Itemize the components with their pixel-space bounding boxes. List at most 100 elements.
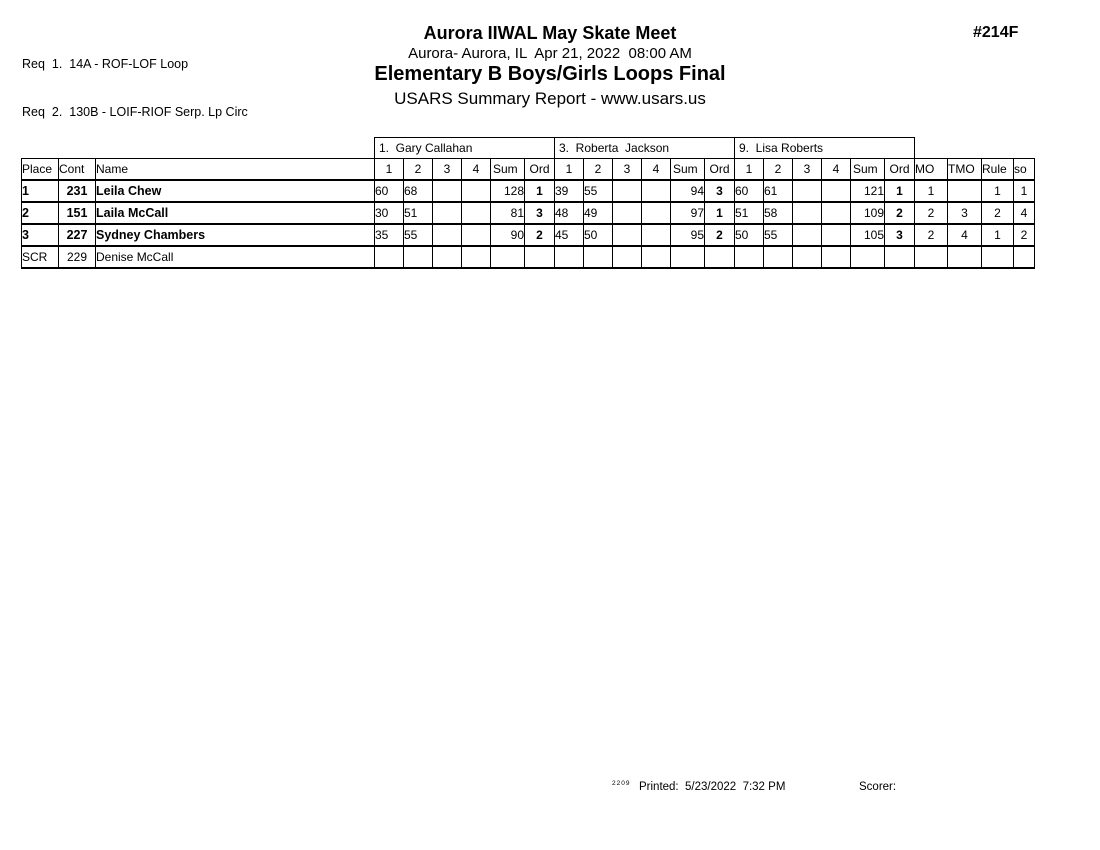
place-cell: SCR <box>21 245 59 269</box>
header-trial: 1 <box>374 158 404 181</box>
rule-cell: 1 <box>981 223 1014 247</box>
ordinal-cell: 2 <box>524 223 555 247</box>
print-version-code: 2209 <box>612 780 631 787</box>
header-trial: 2 <box>763 158 793 181</box>
score-cell: 30 <box>374 201 404 225</box>
score-cell <box>461 245 491 269</box>
contestant-number-cell: 151 <box>58 201 96 225</box>
rule-cell <box>981 245 1014 269</box>
header-trial: 4 <box>641 158 671 181</box>
score-cell: 50 <box>583 223 613 247</box>
mo-cell: 1 <box>914 179 948 203</box>
printed-timestamp: Printed: 5/23/2022 7:32 PM <box>639 781 786 793</box>
score-cell <box>821 201 851 225</box>
tmo-cell: 4 <box>947 223 982 247</box>
sum-cell: 94 <box>670 179 705 203</box>
ordinal-cell: 3 <box>524 201 555 225</box>
score-cell: 45 <box>554 223 584 247</box>
header-name: Name <box>95 158 375 181</box>
skater-name-cell: Denise McCall <box>95 245 375 269</box>
header-trial: 3 <box>612 158 642 181</box>
skater-name-cell: Sydney Chambers <box>95 223 375 247</box>
score-cell <box>821 223 851 247</box>
score-cell <box>612 223 642 247</box>
score-cell <box>432 201 462 225</box>
event-number: #214F <box>973 24 1019 41</box>
header-trial: 2 <box>583 158 613 181</box>
so-cell: 1 <box>1013 179 1035 203</box>
ordinal-cell: 1 <box>884 179 915 203</box>
ordinal-cell: 2 <box>704 223 735 247</box>
score-cell <box>583 245 613 269</box>
score-cell <box>641 245 671 269</box>
score-cell <box>612 179 642 203</box>
req-line-1: Req 1. 14A - ROF-LOF Loop <box>22 57 189 71</box>
meet-title: Aurora IIWAL May Skate Meet <box>423 23 677 43</box>
header-rule: Rule <box>981 158 1014 181</box>
score-cell <box>792 179 822 203</box>
mo-cell: 2 <box>914 201 948 225</box>
req-line-2: Req 2. 130B - LOIF-RIOF Serp. Lp Circ <box>22 105 248 119</box>
header-mo: MO <box>914 158 948 181</box>
header-tmo: TMO <box>947 158 982 181</box>
score-cell: 51 <box>403 201 433 225</box>
header-ord: Ord <box>704 158 735 181</box>
judge-3-name: 9. Lisa Roberts <box>734 137 915 159</box>
table-row-scratched: SCR 229 Denise McCall <box>21 245 1035 269</box>
score-cell: 49 <box>583 201 613 225</box>
score-cell: 55 <box>763 223 793 247</box>
score-cell: 61 <box>763 179 793 203</box>
score-cell <box>432 179 462 203</box>
score-cell <box>641 201 671 225</box>
place-cell: 1 <box>21 179 59 203</box>
tmo-cell <box>947 179 982 203</box>
header-trial: 2 <box>403 158 433 181</box>
mo-cell <box>914 245 948 269</box>
score-cell <box>432 223 462 247</box>
score-cell <box>403 245 433 269</box>
judge-2-name: 3. Roberta Jackson <box>554 137 735 159</box>
judge-1-name: 1. Gary Callahan <box>374 137 555 159</box>
score-cell <box>612 201 642 225</box>
score-cell <box>821 245 851 269</box>
score-cell <box>374 245 404 269</box>
ordinal-cell: 1 <box>704 201 735 225</box>
event-title: Elementary B Boys/Girls Loops Final <box>374 63 726 85</box>
mo-cell: 2 <box>914 223 948 247</box>
score-cell <box>461 179 491 203</box>
ordinal-cell: 1 <box>524 179 555 203</box>
required-elements-list: Req 1. 14A - ROF-LOF Loop Req 2. 130B - … <box>22 24 248 152</box>
so-cell: 2 <box>1013 223 1035 247</box>
score-cell: 48 <box>554 201 584 225</box>
sum-cell: 95 <box>670 223 705 247</box>
sum-cell: 81 <box>490 201 525 225</box>
score-cell: 35 <box>374 223 404 247</box>
header-sum: Sum <box>670 158 705 181</box>
sum-cell <box>490 245 525 269</box>
judge-row-spacer <box>22 138 375 159</box>
column-header-row: Place Cont Name 1 2 3 4 Sum Ord 1 2 3 4 … <box>21 158 1035 181</box>
header-trial: 1 <box>734 158 764 181</box>
header-cont: Cont <box>58 158 96 181</box>
contestant-number-cell: 231 <box>58 179 96 203</box>
sum-cell <box>850 245 885 269</box>
tmo-cell: 3 <box>947 201 982 225</box>
results-table: 1. Gary Callahan 3. Roberta Jackson 9. L… <box>21 137 1035 269</box>
header-trial: 3 <box>792 158 822 181</box>
table-row: 3 227 Sydney Chambers 35 55 90 2 45 50 9… <box>21 223 1035 247</box>
meet-location-date: Aurora- Aurora, IL Apr 21, 2022 08:00 AM <box>408 45 692 62</box>
ordinal-cell <box>524 245 555 269</box>
so-cell <box>1013 245 1035 269</box>
rule-cell: 1 <box>981 179 1014 203</box>
score-cell <box>792 201 822 225</box>
score-cell <box>792 245 822 269</box>
score-cell <box>461 201 491 225</box>
sum-cell <box>670 245 705 269</box>
skater-name-cell: Leila Chew <box>95 179 375 203</box>
score-cell: 51 <box>734 201 764 225</box>
sum-cell: 109 <box>850 201 885 225</box>
score-cell: 39 <box>554 179 584 203</box>
score-cell <box>641 179 671 203</box>
score-cell: 55 <box>583 179 613 203</box>
